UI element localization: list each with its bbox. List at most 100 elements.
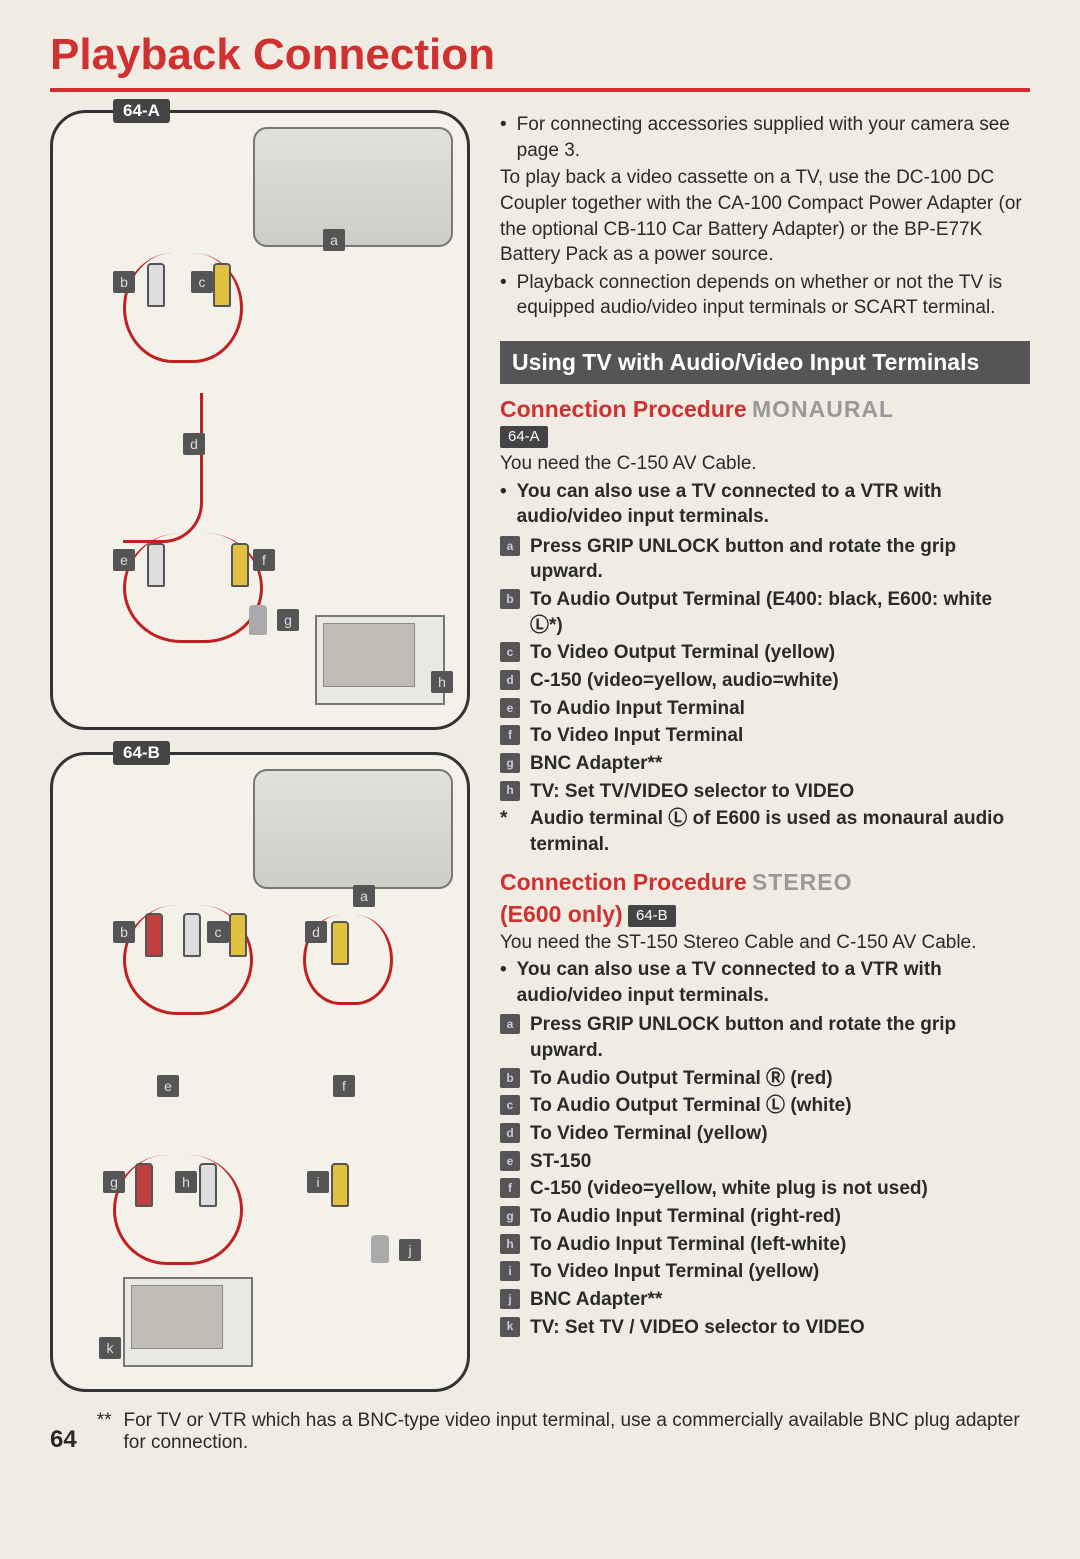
step-text: TV: Set TV / VIDEO selector to VIDEO [530,1315,1030,1341]
step-marker: c [500,1095,520,1115]
diagram-tag: 64-B [113,741,170,765]
ref-tag: 64-A [500,426,548,448]
step-marker: a [500,536,520,556]
title-rule [50,88,1030,92]
step-text: C-150 (video=yellow, white plug is not u… [530,1176,1030,1202]
step-text: TV: Set TV/VIDEO selector to VIDEO [530,779,1030,805]
step-item: kTV: Set TV / VIDEO selector to VIDEO [500,1315,1030,1341]
step-marker: i [500,1261,520,1281]
step-item: gTo Audio Input Terminal (right-red) [500,1204,1030,1230]
step-item: g BNC Adapter** [500,751,1030,777]
step-text: To Audio Output Terminal (E400: black, E… [530,587,1030,638]
tv-icon [315,615,445,705]
camera-icon [253,769,453,889]
stereo-need: You need the ST-150 Stereo Cable and C-1… [500,930,1030,956]
step-text: To Audio Input Terminal [530,696,1030,722]
mono-bullet: •You can also use a TV connected to a VT… [500,479,1030,530]
stereo-bullet: •You can also use a TV connected to a VT… [500,957,1030,1008]
diagram-64a: 64-A a b c d e f g h [50,110,470,730]
intro-bullet-text: Playback connection depends on whether o… [517,270,1030,321]
proc-head: Connection Procedure [500,396,747,422]
step-item: b To Audio Output Terminal (E400: black, … [500,587,1030,638]
step-item: h TV: Set TV/VIDEO selector to VIDEO [500,779,1030,805]
step-text: C-150 (video=yellow, audio=white) [530,668,1030,694]
step-marker: j [500,1289,520,1309]
diagram-marker: c [207,921,229,943]
step-item: b To Audio Output Terminal Ⓡ (red) [500,1066,1030,1092]
step-marker: d [500,670,520,690]
section-heading: Using TV with Audio/Video Input Terminal… [500,341,1030,384]
diagram-marker: j [399,1239,421,1261]
diagram-marker: f [253,549,275,571]
note-mark: * [500,806,520,832]
step-marker: e [500,1151,520,1171]
step-marker: g [500,1206,520,1226]
proc-sub2: (E600 only) [500,901,623,927]
proc-head: Connection Procedure [500,869,747,895]
step-item: a Press GRIP UNLOCK button and rotate the… [500,1012,1030,1063]
step-text: To Video Terminal (yellow) [530,1121,1030,1147]
step-item: c To Video Output Terminal (yellow) [500,640,1030,666]
intro-bullet-text: For connecting accessories supplied with… [517,112,1030,163]
page-number: 64 [50,1426,77,1454]
mono-bullet-text: You can also use a TV connected to a VTR… [517,479,1030,530]
step-item: j BNC Adapter** [500,1287,1030,1313]
diagram-64b: 64-B a b c d e f g h i j k [50,752,470,1392]
step-marker: e [500,698,520,718]
tv-icon [123,1277,253,1367]
mono-need: You need the C-150 AV Cable. [500,451,1030,477]
proc-sub: MONAURAL [752,396,894,422]
step-item: a Press GRIP UNLOCK button and rotate the… [500,534,1030,585]
step-text: To Video Output Terminal (yellow) [530,640,1030,666]
step-marker: h [500,781,520,801]
diagram-marker: a [353,885,375,907]
step-marker: h [500,1234,520,1254]
step-text: To Video Input Terminal (yellow) [530,1259,1030,1285]
step-marker: a [500,1014,520,1034]
camera-icon [253,127,453,247]
diagram-marker: g [103,1171,125,1193]
diagram-marker: b [113,271,135,293]
step-text: To Audio Output Terminal Ⓡ (red) [530,1066,1030,1092]
diagram-marker: f [333,1075,355,1097]
intro-paragraph: To play back a video cassette on a TV, u… [500,165,1030,268]
footnote-mark: ** [97,1410,112,1454]
step-item: h To Audio Input Terminal (left-white) [500,1232,1030,1258]
intro-bullet: •For connecting accessories supplied wit… [500,112,1030,163]
step-marker: b [500,589,520,609]
step-text: To Audio Output Terminal Ⓛ (white) [530,1093,1030,1119]
stereo-heading: Connection Procedure STEREO [500,867,1030,898]
step-text: Press GRIP UNLOCK button and rotate the … [530,1012,1030,1063]
step-item: i To Video Input Terminal (yellow) [500,1259,1030,1285]
intro-bullet: •Playback connection depends on whether … [500,270,1030,321]
text-column: •For connecting accessories supplied wit… [500,110,1030,1392]
diagram-marker: i [307,1171,329,1193]
step-marker: g [500,753,520,773]
step-text: To Audio Input Terminal (left-white) [530,1232,1030,1258]
diagram-marker: d [305,921,327,943]
diagram-marker: g [277,609,299,631]
diagrams-column: 64-A a b c d e f g h 64-B a [50,110,470,1392]
step-item: dTo Video Terminal (yellow) [500,1121,1030,1147]
step-item: e To Audio Input Terminal [500,696,1030,722]
step-text: To Video Input Terminal [530,723,1030,749]
diagram-marker: h [431,671,453,693]
step-marker: c [500,642,520,662]
step-item: d C-150 (video=yellow, audio=white) [500,668,1030,694]
diagram-marker: e [113,549,135,571]
mono-heading: Connection Procedure MONAURAL [500,394,1030,425]
step-text: BNC Adapter** [530,1287,1030,1313]
step-item: eST-150 [500,1149,1030,1175]
footnote-text: For TV or VTR which has a BNC-type video… [124,1410,1031,1454]
footnote: ** For TV or VTR which has a BNC-type vi… [97,1410,1030,1454]
step-text: Press GRIP UNLOCK button and rotate the … [530,534,1030,585]
step-item: fTo Video Input Terminal [500,723,1030,749]
step-text: BNC Adapter** [530,751,1030,777]
diagram-marker: b [113,921,135,943]
proc-sub: STEREO [752,869,853,895]
step-marker: f [500,1178,520,1198]
step-marker: b [500,1068,520,1088]
footer-row: 64 ** For TV or VTR which has a BNC-type… [50,1392,1030,1454]
step-item: f C-150 (video=yellow, white plug is not … [500,1176,1030,1202]
diagram-marker: k [99,1337,121,1359]
